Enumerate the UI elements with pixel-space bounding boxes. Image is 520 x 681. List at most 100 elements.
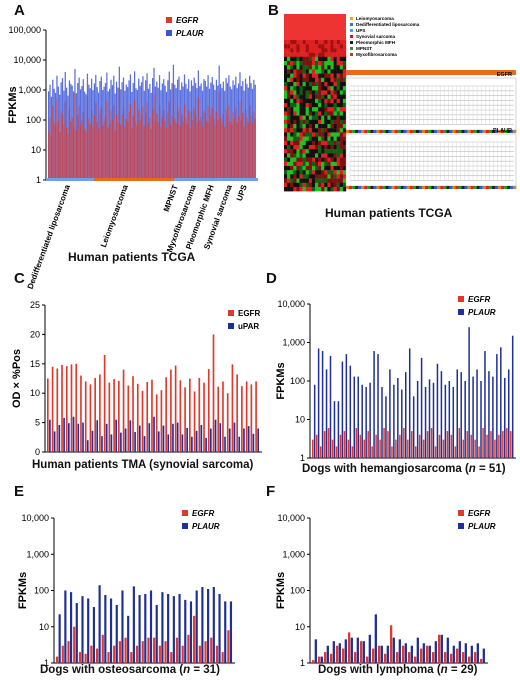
bar-egfr bbox=[454, 446, 457, 458]
heatmap-cell bbox=[299, 103, 303, 108]
heatmap-cell bbox=[339, 103, 344, 108]
heatmap-cell bbox=[302, 132, 306, 137]
heatmap-cell bbox=[330, 166, 334, 171]
heatmap-cell bbox=[336, 187, 340, 192]
heatmap-cell bbox=[284, 115, 288, 120]
heatmap-cell bbox=[311, 56, 316, 62]
bar-plaur bbox=[356, 637, 359, 663]
sample-strip-cell bbox=[431, 186, 435, 189]
heatmap-cell bbox=[339, 119, 344, 125]
bar-egfr bbox=[379, 439, 381, 458]
bar-plaur bbox=[345, 354, 348, 458]
heatmap-cell bbox=[336, 73, 340, 78]
heatmap-cell bbox=[327, 86, 331, 91]
bar-plaur bbox=[184, 599, 187, 663]
heatmap-cell bbox=[290, 40, 294, 45]
dendrogram-top bbox=[284, 14, 346, 40]
bar-egfr bbox=[336, 645, 339, 663]
heatmap-cell bbox=[296, 48, 300, 53]
sample-strip-cell bbox=[391, 186, 395, 189]
heatmap-cell bbox=[330, 145, 334, 150]
legend-label: Leiomyosarcoma bbox=[356, 16, 394, 21]
bar-egfr bbox=[48, 131, 50, 180]
bar-egfr bbox=[110, 110, 112, 180]
heatmap-cell bbox=[290, 90, 294, 95]
bar-plaur bbox=[412, 396, 415, 458]
heatmap-cell bbox=[305, 187, 309, 192]
heatmap-cell bbox=[284, 128, 288, 133]
heatmap-cell bbox=[299, 98, 303, 104]
heatmap-cell bbox=[290, 124, 294, 129]
heatmap-cell bbox=[302, 52, 306, 57]
heatmap-cell bbox=[330, 77, 334, 83]
heatmap-cell bbox=[311, 182, 316, 188]
heatmap-cell bbox=[296, 170, 300, 175]
bar-egfr bbox=[94, 377, 96, 452]
heatmap-cell bbox=[287, 107, 291, 112]
bar-upar bbox=[181, 434, 184, 452]
heatmap-cell bbox=[330, 56, 334, 62]
heatmap-cell bbox=[324, 44, 328, 49]
heatmap-cell bbox=[342, 145, 347, 150]
heatmap-cell bbox=[321, 98, 325, 104]
bar-plaur bbox=[58, 614, 61, 663]
bar-plaur bbox=[138, 595, 141, 663]
bar-plaur bbox=[98, 585, 101, 663]
bar-egfr bbox=[193, 108, 195, 180]
heatmap-cell bbox=[293, 187, 297, 192]
heatmap-cell bbox=[308, 65, 313, 70]
heatmap-cell bbox=[321, 90, 325, 95]
bar-egfr bbox=[146, 382, 149, 452]
bar-egfr bbox=[228, 105, 230, 180]
heatmap-cell bbox=[318, 115, 322, 120]
bar-egfr bbox=[354, 652, 357, 663]
heatmap-cell bbox=[333, 161, 337, 167]
heatmap-cell bbox=[330, 69, 334, 74]
bar-egfr bbox=[152, 109, 154, 180]
bar-plaur bbox=[350, 637, 353, 663]
heatmap-cell bbox=[293, 111, 297, 116]
heatmap-cell bbox=[330, 90, 334, 95]
heatmap-cell bbox=[342, 69, 347, 74]
bar-egfr bbox=[402, 645, 405, 663]
bar-egfr bbox=[231, 364, 234, 452]
heatmap-cell bbox=[342, 153, 347, 158]
bar-egfr bbox=[456, 648, 459, 663]
bar-egfr bbox=[150, 129, 152, 180]
bar-egfr bbox=[174, 365, 177, 452]
heatmap-cell bbox=[318, 182, 322, 188]
bar-plaur bbox=[464, 381, 466, 458]
heatmap-cell bbox=[333, 77, 337, 83]
sample-strip-cell bbox=[434, 186, 438, 189]
sample-strip-cell bbox=[437, 186, 441, 189]
bar-egfr bbox=[418, 434, 421, 458]
heatmap-cell bbox=[296, 149, 300, 154]
bar-egfr bbox=[181, 114, 183, 180]
heatmap-cell bbox=[333, 61, 337, 66]
bar-egfr bbox=[145, 112, 147, 180]
heatmap-cell bbox=[324, 166, 328, 171]
heatmap-cell bbox=[339, 73, 344, 78]
bar-egfr bbox=[95, 102, 97, 180]
heatmap-cell bbox=[296, 166, 300, 171]
heatmap-cell bbox=[287, 157, 291, 162]
heatmap-cell bbox=[333, 73, 337, 78]
heatmap-cell bbox=[287, 90, 291, 95]
heatmap-cell bbox=[284, 82, 288, 87]
y-axis-label: FPKMs bbox=[17, 572, 29, 609]
heatmap-cell bbox=[315, 94, 319, 99]
bar-plaur bbox=[460, 372, 462, 458]
heatmap-cell bbox=[296, 52, 300, 57]
heatmap-cell bbox=[308, 98, 313, 104]
heatmap-cell bbox=[302, 94, 306, 99]
heatmap-cell bbox=[299, 149, 303, 154]
heatmap-cell bbox=[342, 166, 347, 171]
caption-f: Dogs with lymphoma (n = 29) bbox=[318, 664, 477, 676]
bar-egfr bbox=[474, 652, 477, 663]
sample-strip-cell bbox=[498, 186, 502, 189]
bar-egfr bbox=[250, 384, 253, 452]
heatmap-cell bbox=[333, 128, 337, 133]
sample-strip-cell bbox=[388, 186, 392, 189]
bar-egfr bbox=[236, 374, 238, 452]
heatmap-cell bbox=[333, 124, 337, 129]
